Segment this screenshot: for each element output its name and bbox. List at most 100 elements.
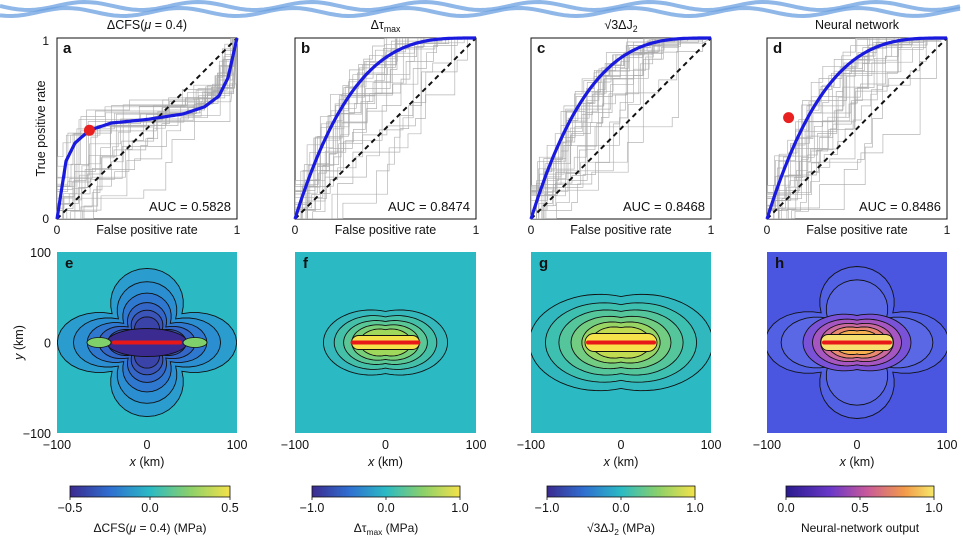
roc-sample-curve (767, 38, 947, 219)
roc-sample-curve (767, 38, 947, 219)
colorbar-tick-label: 0.0 (612, 501, 629, 515)
colorbar-tick-label: 1.0 (686, 501, 703, 515)
roc-mean-curve (293, 36, 476, 220)
y-tick-label: 1 (42, 34, 49, 48)
colorbar-tick-label: 0.5 (851, 501, 868, 515)
roc-sample-curve (57, 38, 237, 219)
roc-sample-curve (767, 38, 947, 219)
colorbars: −0.5 0.0 0.5 ΔCFS(μ = 0.4) (MPa) −1.0 0.0 1.0 Δ… (58, 485, 943, 537)
map-x-axis-label: x (km) (603, 455, 639, 469)
roc-panel-b: b AUC = 0.8474 Δτmax 0 1 False positive rate (292, 18, 480, 237)
colorbar-tick-label: −1.0 (300, 501, 325, 515)
roc-sample-curve (295, 38, 476, 219)
roc-y-axis-label: True positive rate (34, 80, 48, 176)
roc-sample-curve (767, 38, 947, 219)
panel-letter: d (773, 40, 782, 57)
colorbar-tick-label: −0.5 (58, 501, 83, 515)
roc-chance-diagonal (294, 37, 477, 220)
map-y-axis-label: y (km) (12, 325, 26, 361)
roc-sample-curve (767, 38, 947, 219)
panel-letter: c (537, 40, 545, 57)
roc-sample-curve (531, 38, 711, 219)
roc-sample-curve (57, 38, 237, 219)
map-x-axis-label: x (km) (367, 455, 403, 469)
roc-auc-label: AUC = 0.8474 (388, 199, 470, 214)
roc-panel-a: a AUC = 0.5828 ΔCFS(μ = 0.4) 0 1 False positi… (34, 18, 241, 237)
roc-sample-curve (531, 38, 711, 219)
roc-sample-curve (57, 38, 237, 219)
roc-sample-curve (531, 38, 711, 219)
x-tick-label: −100 (43, 438, 71, 452)
roc-sample-curve (531, 38, 711, 219)
colorbar-f: −1.0 0.0 1.0 Δτmax (MPa) (300, 485, 469, 537)
roc-sample-curve (295, 38, 476, 219)
roc-sample-curve (295, 38, 476, 219)
roc-operating-point (783, 112, 795, 124)
roc-chance-diagonal (56, 37, 238, 220)
roc-x-axis-label: False positive rate (806, 223, 907, 237)
colorbar-g: −1.0 0.0 1.0 √3ΔJ2 (MPa) (535, 485, 704, 537)
roc-sample-curve (531, 38, 711, 219)
x-tick-label: −100 (517, 438, 545, 452)
map-panel-h: h −100 0 100 x (km) (753, 252, 958, 469)
roc-mean-curve (765, 36, 947, 220)
x-tick-label: 0 (144, 438, 151, 452)
colorbar-tick-label: 0.0 (141, 501, 158, 515)
map-panel-e: e −100 0 100 x (km) 100 0 −100 y (km) (12, 246, 247, 469)
roc-sample-curve (57, 38, 237, 219)
roc-sample-curve (531, 38, 711, 219)
x-tick-label: 0 (528, 223, 535, 237)
map-field (57, 267, 237, 418)
decorative-header-waves (0, 0, 961, 19)
roc-sample-curve (767, 38, 947, 219)
roc-x-axis-label: False positive rate (335, 223, 436, 237)
y-tick-label: 0 (44, 337, 51, 351)
colorbar-gradient (785, 485, 935, 498)
map-field (322, 309, 449, 376)
decorative-wave-line (0, 0, 961, 13)
roc-mean-curve (529, 36, 711, 220)
colorbar-gradient (311, 485, 461, 498)
roc-sample-curve (767, 38, 947, 219)
roc-sample-curve (295, 38, 476, 219)
roc-sample-curve (767, 38, 947, 219)
colorbar-tick-label: −1.0 (535, 501, 560, 515)
map-panel-f: f −100 0 100 x (km) (281, 252, 486, 469)
colorbar-tick-label: 0.5 (221, 501, 238, 515)
x-tick-label: 1 (234, 223, 241, 237)
roc-sample-curve (767, 38, 947, 219)
roc-chance-diagonal (766, 37, 948, 220)
colorbar-label: Neural-network output (801, 521, 920, 535)
roc-sample-curve (531, 38, 711, 219)
stress-contour (182, 337, 208, 348)
colorbar-tick-label: 0.0 (377, 501, 394, 515)
map-x-axis-label: x (km) (129, 455, 165, 469)
roc-sample-curve (767, 38, 947, 219)
colorbar-e: −0.5 0.0 0.5 ΔCFS(μ = 0.4) (MPa) (58, 485, 239, 535)
roc-auc-label: AUC = 0.5828 (149, 199, 231, 214)
roc-sample-curve (295, 38, 476, 219)
roc-sample-curve (295, 38, 476, 219)
x-tick-label: 0 (854, 438, 861, 452)
roc-x-axis-label: False positive rate (570, 223, 671, 237)
roc-panel-title: ΔCFS(μ = 0.4) (107, 18, 187, 32)
roc-operating-point (83, 124, 95, 136)
colorbar-gradient (546, 485, 696, 498)
stress-contour (86, 337, 112, 348)
x-tick-label: 100 (701, 438, 722, 452)
roc-sample-curve (767, 38, 947, 219)
colorbar-tick-label: 1.0 (925, 501, 942, 515)
roc-chance-diagonal (530, 37, 712, 220)
x-tick-label: 100 (937, 438, 958, 452)
roc-sample-curve (57, 38, 237, 219)
roc-sample-curve (767, 38, 947, 219)
colorbar-gradient (69, 485, 231, 498)
colorbar-tick-label: 0.0 (777, 501, 794, 515)
map-x-axis-label: x (km) (839, 455, 875, 469)
map-panel-g: g −100 0 100 x (km) (517, 252, 722, 469)
roc-sample-curve (767, 38, 947, 219)
roc-auc-label: AUC = 0.8468 (623, 199, 705, 214)
roc-panels: a AUC = 0.5828 ΔCFS(μ = 0.4) 0 1 False positi… (34, 18, 951, 237)
x-tick-label: 0 (382, 438, 389, 452)
